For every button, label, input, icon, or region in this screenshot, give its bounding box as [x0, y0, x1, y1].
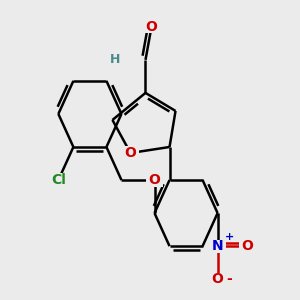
Text: N: N	[212, 239, 224, 253]
Text: O: O	[124, 146, 136, 160]
Text: O: O	[148, 173, 160, 187]
FancyBboxPatch shape	[122, 146, 139, 160]
Text: -: -	[227, 272, 233, 286]
FancyBboxPatch shape	[146, 173, 163, 187]
Text: O: O	[212, 272, 224, 286]
FancyBboxPatch shape	[209, 273, 226, 286]
FancyBboxPatch shape	[239, 239, 256, 253]
Text: O: O	[242, 239, 254, 253]
FancyBboxPatch shape	[41, 173, 75, 187]
FancyBboxPatch shape	[143, 20, 160, 33]
Text: Cl: Cl	[51, 173, 66, 187]
FancyBboxPatch shape	[209, 239, 226, 253]
FancyBboxPatch shape	[107, 53, 124, 67]
Text: +: +	[225, 232, 234, 242]
Text: O: O	[146, 20, 158, 34]
Text: H: H	[110, 53, 121, 66]
